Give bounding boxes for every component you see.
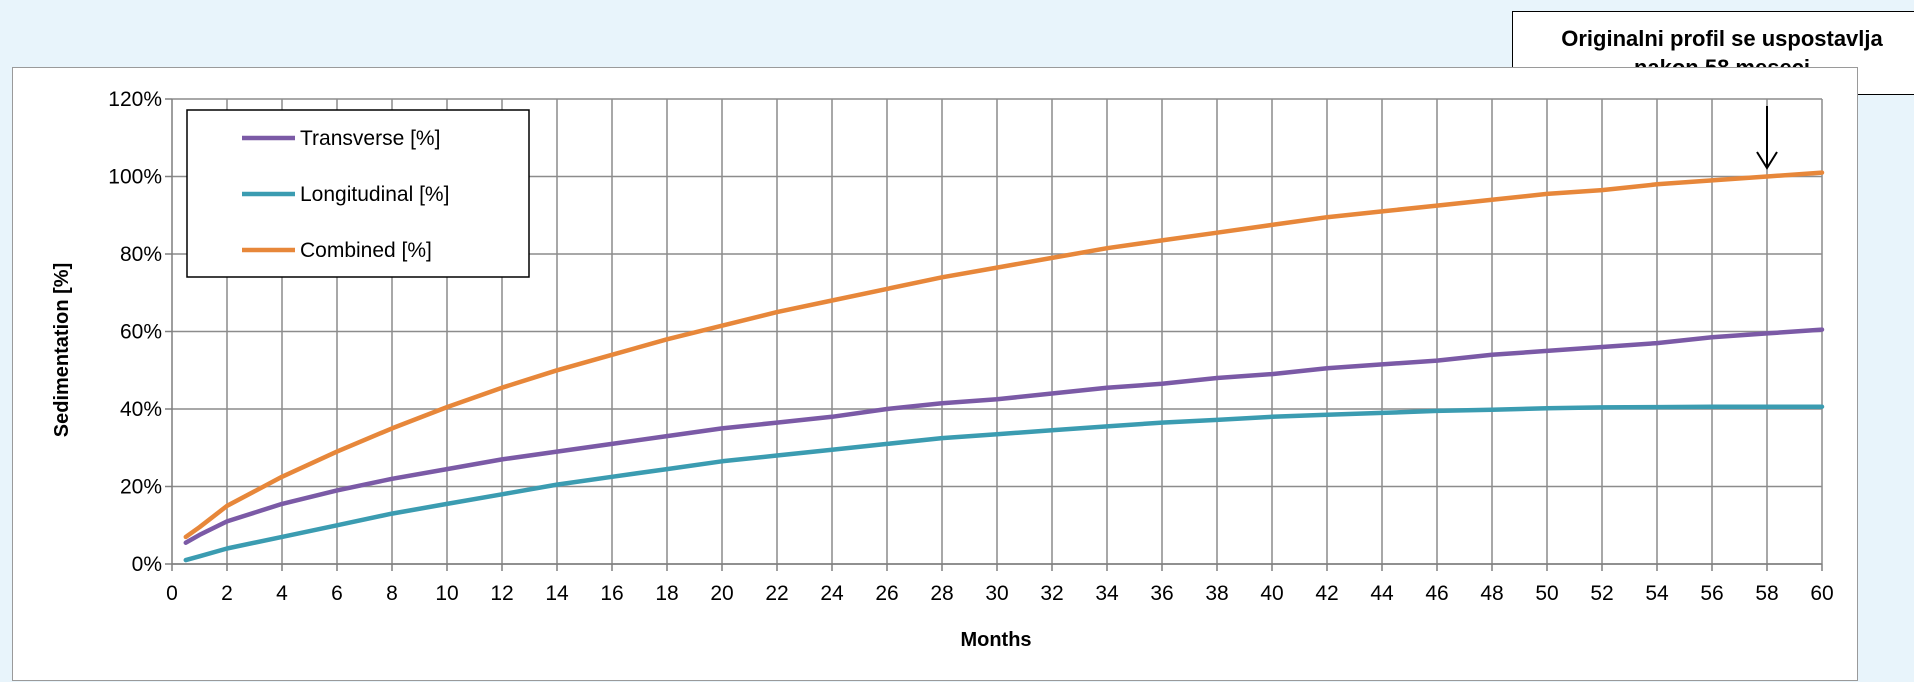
annotation — [1756, 106, 1778, 170]
x-tick-label: 20 — [710, 582, 733, 605]
x-tick-label: 16 — [600, 582, 623, 605]
x-tick-label: 58 — [1755, 582, 1778, 605]
y-tick-label: 80% — [120, 243, 162, 266]
legend: Transverse [%] Longitudinal [%] Combined [… — [186, 109, 530, 278]
x-tick-label: 44 — [1370, 582, 1394, 605]
legend-label-2: Combined [%] — [300, 239, 432, 262]
axes: 0%20%40%60%80%100%120%0 2 4 6 8 10 12 14 16 18 20 2… — [108, 88, 1833, 605]
x-tick-label: 4 — [276, 582, 288, 605]
series-line-combined — [183, 170, 1825, 540]
x-tick-label: 22 — [765, 582, 788, 605]
y-tick-label: 0% — [132, 553, 162, 576]
x-axis-title: Months — [960, 629, 1031, 651]
y-axis-title: Sedimentation [%] — [51, 263, 73, 437]
x-tick-label: 18 — [655, 582, 678, 605]
x-tick-label: 32 — [1040, 582, 1063, 605]
x-tick-label: 12 — [490, 582, 513, 605]
x-tick-label: 6 — [331, 582, 343, 605]
x-tick-label: 24 — [820, 582, 844, 605]
x-tick-label: 2 — [221, 582, 233, 605]
x-tick-label: 28 — [930, 582, 953, 605]
y-tick-label: 40% — [120, 398, 162, 421]
y-tick-label: 20% — [120, 476, 162, 499]
x-tick-label: 26 — [875, 582, 898, 605]
series-line-transverse — [183, 327, 1825, 545]
annotation-arrow-head — [1756, 151, 1778, 170]
x-tick-label: 30 — [985, 582, 1008, 605]
series — [183, 170, 1825, 563]
x-tick-label: 50 — [1535, 582, 1558, 605]
x-tick-label: 60 — [1810, 582, 1833, 605]
x-tick-label: 0 — [166, 582, 178, 605]
x-tick-label: 38 — [1205, 582, 1228, 605]
legend-label-1: Longitudinal [%] — [300, 183, 449, 206]
x-tick-label: 46 — [1425, 582, 1448, 605]
y-tick-label: 120% — [108, 88, 162, 111]
legend-label-0: Transverse [%] — [300, 127, 440, 150]
x-tick-label: 42 — [1315, 582, 1338, 605]
series-line-longitudinal — [183, 404, 1825, 563]
callout-line-1: Originalni profil se uspostavlja — [1561, 26, 1883, 51]
x-tick-label: 48 — [1480, 582, 1503, 605]
x-tick-label: 8 — [386, 582, 398, 605]
x-tick-label: 10 — [435, 582, 458, 605]
x-tick-label: 14 — [545, 582, 569, 605]
x-tick-label: 54 — [1645, 582, 1669, 605]
y-tick-label: 100% — [108, 166, 162, 189]
x-tick-label: 36 — [1150, 582, 1173, 605]
x-tick-label: 40 — [1260, 582, 1283, 605]
x-tick-label: 34 — [1095, 582, 1119, 605]
y-tick-label: 60% — [120, 321, 162, 344]
x-tick-label: 56 — [1700, 582, 1723, 605]
x-tick-label: 52 — [1590, 582, 1613, 605]
